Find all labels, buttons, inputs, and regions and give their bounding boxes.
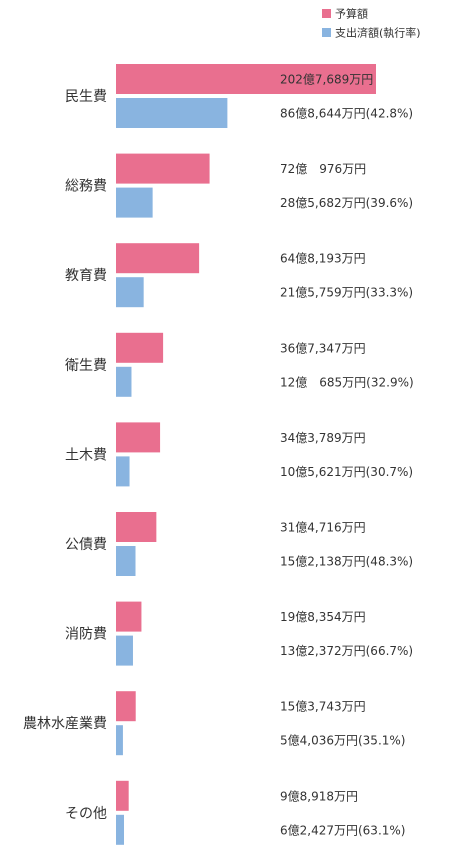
category-label: 農林水産業費: [23, 716, 107, 732]
budget-bar: [116, 153, 210, 184]
legend-label-0: 予算額: [335, 7, 368, 21]
expenditure-value-label: 12億 685万円(32.9%): [280, 375, 414, 389]
budget-bar: [116, 422, 161, 453]
expenditure-value-label: 15億2,138万円(48.3%): [280, 555, 413, 569]
budget-value-label: 19億8,354万円: [280, 610, 366, 624]
budget-value-label: 15億3,743万円: [280, 700, 366, 714]
expenditure-bar: [116, 635, 133, 666]
budget-value-label: 34億3,789万円: [280, 431, 366, 445]
budget-value-label: 9億8,918万円: [280, 789, 358, 803]
expenditure-bar: [116, 456, 130, 487]
expenditure-value-label: 10億5,621万円(30.7%): [280, 465, 413, 479]
category-row: 消防費 19億8,354万円 13億2,372万円(66.7%): [65, 601, 413, 666]
budget-bar: [116, 691, 136, 722]
expenditure-bar: [116, 98, 228, 128]
budget-bar: [116, 332, 164, 363]
category-label: 土木費: [65, 447, 107, 463]
category-label: 総務費: [65, 179, 107, 195]
expenditure-bar: [116, 546, 136, 576]
budget-value-label: 64億8,193万円: [280, 252, 366, 266]
budget-bar: [116, 601, 142, 632]
expenditure-value-label: 5億4,036万円(35.1%): [280, 734, 405, 748]
budget-value-label: 31億4,716万円: [280, 521, 366, 535]
expenditure-bar: [116, 814, 125, 845]
category-label: 消防費: [65, 627, 107, 643]
category-label: 民生費: [65, 89, 107, 105]
category-row: 公債費 31億4,716万円 15億2,138万円(48.3%): [65, 512, 413, 576]
category-label: 教育費: [65, 268, 107, 284]
category-row: 総務費 72億 976万円 28億5,682万円(39.6%): [65, 153, 413, 218]
expenditure-bar: [116, 725, 123, 756]
expenditure-bar: [116, 187, 153, 218]
expenditure-bar: [116, 366, 132, 397]
expenditure-value-label: 86億8,644万円(42.8%): [280, 107, 413, 121]
budget-bar: [116, 64, 376, 94]
category-row: 教育費 64億8,193万円 21億5,759万円(33.3%): [65, 243, 413, 308]
budget-value-label: 36億7,347万円: [280, 341, 366, 355]
budget-bar: [116, 780, 129, 811]
budget-value-label: 202億7,689万円: [280, 73, 373, 87]
expenditure-value-label: 28億5,682万円(39.6%): [280, 196, 413, 210]
category-row: 民生費 202億7,689万円 86億8,644万円(42.8%): [65, 64, 413, 128]
category-row: 土木費 34億3,789万円 10億5,621万円(30.7%): [65, 422, 413, 487]
category-label: その他: [65, 806, 107, 822]
budget-value-label: 72億 976万円: [280, 162, 366, 176]
category-label: 衛生費: [65, 358, 107, 374]
expenditure-bar: [116, 277, 144, 308]
budget-bar: [116, 512, 157, 542]
expenditure-value-label: 13億2,372万円(66.7%): [280, 644, 413, 658]
budget-bar: [116, 243, 200, 274]
category-row: その他 9億8,918万円 6億2,427万円(63.1%): [65, 780, 405, 845]
category-label: 公債費: [65, 537, 107, 553]
chart-rows: 民生費 202億7,689万円 86億8,644万円(42.8%) 総務費 72億 97…: [23, 64, 414, 845]
category-row: 農林水産業費 15億3,743万円 5億4,036万円(35.1%): [23, 691, 405, 756]
category-row: 衛生費 36億7,347万円 12億 685万円(32.9%): [65, 332, 414, 397]
legend-label-1: 支出済額(執行率): [335, 26, 421, 40]
expenditure-value-label: 21億5,759万円(33.3%): [280, 286, 413, 300]
legend-swatch-0: [322, 9, 331, 18]
expenditure-value-label: 6億2,427万円(63.1%): [280, 823, 405, 837]
legend-swatch-1: [322, 28, 331, 37]
